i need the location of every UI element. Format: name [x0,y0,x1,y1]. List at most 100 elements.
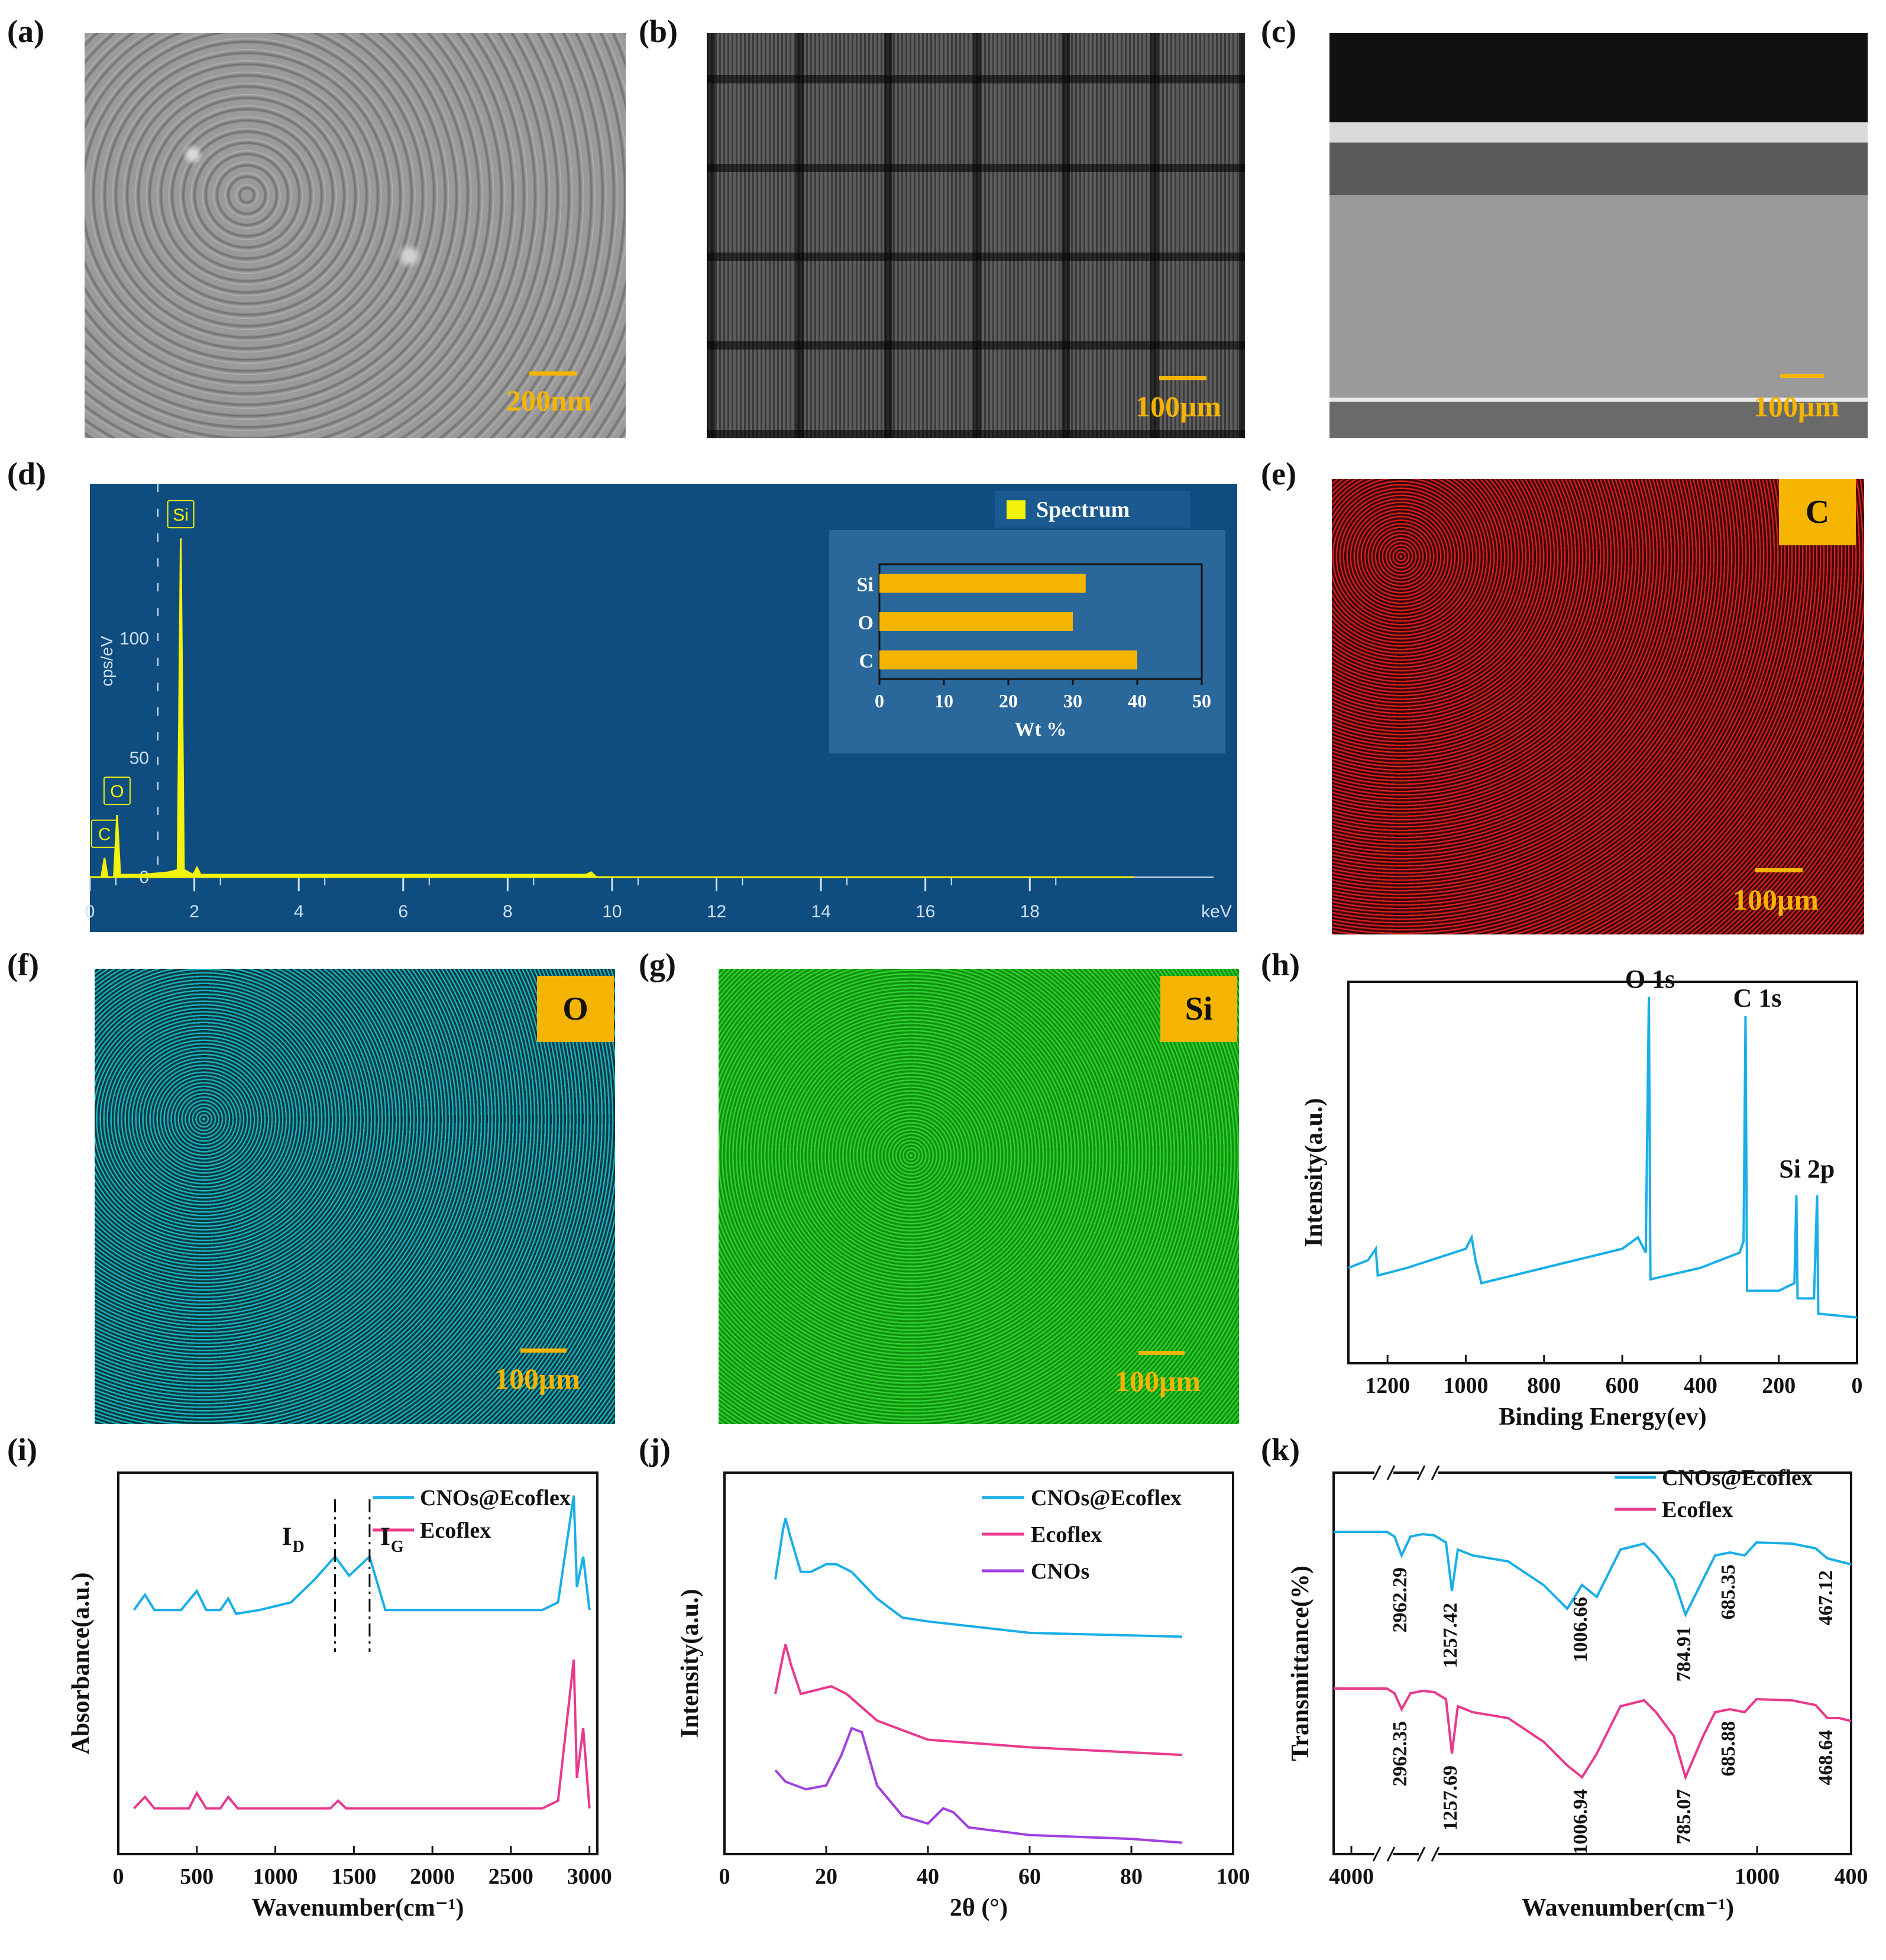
ftir-peak-label: 785.07 [1673,1789,1695,1845]
xrd-legend-label: Ecoflex [1031,1522,1102,1547]
scale-bar-c [1780,374,1824,378]
eds-inset-tick-label: 30 [1063,690,1082,711]
xrd-series-line [774,1644,1183,1757]
scale-bar-f [520,1348,567,1353]
ftir-legend-label: Ecoflex [1662,1498,1733,1522]
ftir-series-line [1334,1687,1852,1781]
xrd-legend-label: CNOs [1031,1559,1089,1584]
eds-x-tick-label: 0 [85,902,95,921]
element-map-c [1332,479,1864,934]
panel-label-h: (h) [1261,947,1300,982]
ftir-chart: 4000 1000 400 Wavenumber(cm⁻¹) Transmittance… [1287,1465,1868,1922]
ftir-axis-break [1431,1846,1440,1862]
xrd-x-tick-label: 100 [1217,1864,1250,1889]
panel-label-f: (f) [7,947,39,982]
raman-legend-label: CNOs@Ecoflex [420,1486,571,1511]
ftir-peak-label: 1257.69 [1439,1765,1461,1831]
ftir-peak-label: 1257.42 [1439,1603,1461,1668]
xps-x-tick-label: 800 [1527,1373,1561,1398]
xrd-x-tick-label: 60 [1018,1864,1041,1889]
ftir-peak-label: 784.91 [1673,1626,1695,1682]
xrd-chart: 0 20 40 60 80 100 2θ (°) Intensity(a.u.) CNOs@Ec… [677,1471,1250,1922]
scale-label-e: 100μm [1733,883,1819,916]
scale-label-c: 100μm [1754,390,1839,423]
xps-x-tick-label: 600 [1606,1373,1639,1398]
eds-x-tick-label: 4 [294,902,304,921]
scale-label-g: 100μm [1115,1364,1201,1398]
panel-label-c: (c) [1261,14,1296,49]
raman-x-tick-label: 2000 [410,1864,455,1889]
eds-inset-bg [829,530,1225,753]
ftir-frame [1332,1471,1852,1855]
ftir-axis-break [1372,1846,1382,1862]
eds-inset-category: Si [857,574,874,596]
sem-image-c [1329,33,1868,438]
xrd-frame [723,1471,1234,1855]
element-badge-si: Si [1160,976,1237,1042]
eds-inset-tick-label: 10 [934,690,953,711]
ftir-peak-label: 685.88 [1717,1721,1739,1777]
eds-x-tick-label: 16 [915,902,935,921]
raman-annotation-id-sub: D [292,1538,304,1556]
ftir-axis-break [1386,1846,1396,1862]
eds-y-tick-label: 100 [119,629,149,649]
eds-x-tick-label: 6 [398,902,408,921]
xrd-y-label: Intensity(a.u.) [677,1589,704,1738]
ftir-x-tick-label: 4000 [1329,1864,1374,1889]
scale-label-f: 100μm [494,1362,580,1395]
element-map-o [95,969,615,1424]
xps-annotation-c1s: C 1s [1733,984,1782,1013]
eds-inset-tick-label: 40 [1128,690,1147,711]
raman-x-tick-label: 0 [113,1864,124,1889]
xps-x-tick-label: 0 [1852,1373,1863,1398]
raman-annotation-ig-sub: G [391,1538,404,1556]
panel-label-j: (j) [639,1432,671,1467]
ftir-axis-break [1416,1465,1426,1480]
xrd-x-tick-label: 0 [719,1864,730,1889]
panel-label-i: (i) [7,1432,37,1467]
xps-x-tick-label: 1000 [1443,1373,1488,1398]
element-badge-c: C [1779,479,1856,545]
xrd-x-tick-label: 40 [917,1864,939,1889]
eds-inset-tick-label: 0 [875,690,884,711]
ftir-peak-label: 1006.66 [1570,1597,1591,1663]
eds-x-tick-label: 8 [503,902,513,921]
ftir-x-tick-label: 400 [1835,1864,1868,1889]
raman-x-tick-label: 2500 [489,1864,533,1889]
ftir-axis-break [1416,1846,1426,1862]
panel-label-a: (a) [7,14,44,49]
xrd-series-line [774,1518,1183,1638]
element-map-si [719,969,1239,1424]
ftir-peak-label: 2962.29 [1389,1567,1411,1633]
scale-bar-e [1755,868,1803,872]
xps-x-tick-label: 1200 [1365,1373,1410,1398]
scale-bar-b [1159,376,1206,380]
xps-annotation-si2p: Si 2p [1779,1154,1835,1183]
raman-series-line [133,1659,591,1810]
raman-x-tick-label: 500 [180,1864,213,1889]
eds-peak-label-box [103,777,131,806]
eds-inset-tick-label: 20 [999,690,1018,711]
xrd-x-label: 2θ (°) [950,1894,1008,1922]
raman-annotation-id: I [282,1522,292,1551]
raman-series-line [132,1495,591,1615]
panel-label-k: (k) [1261,1432,1300,1467]
eds-peak-label: O [110,782,124,801]
eds-peak-label-box [90,819,118,848]
eds-peak-label: Si [173,505,189,525]
scale-label-a: 200nm [506,384,592,417]
eds-inset-bar [879,612,1073,631]
raman-y-label: Absorbance(a.u.) [67,1572,95,1754]
raman-legend-label: Ecoflex [420,1518,491,1543]
ftir-series-line [1334,1531,1852,1618]
xps-spectrum-line [1348,997,1858,1319]
eds-inset-category: O [858,612,874,634]
ftir-y-label: Transmittance(%) [1287,1566,1314,1761]
eds-x-tick-label: 10 [602,902,622,921]
eds-peak-label: C [98,825,111,845]
ftir-peak-label: 468.64 [1815,1730,1837,1786]
eds-x-tick-label: 18 [1020,902,1040,921]
xps-x-label: Binding Energy(ev) [1499,1403,1706,1431]
eds-x-tick-label: 2 [189,902,199,921]
ftir-axis-break [1372,1465,1382,1480]
